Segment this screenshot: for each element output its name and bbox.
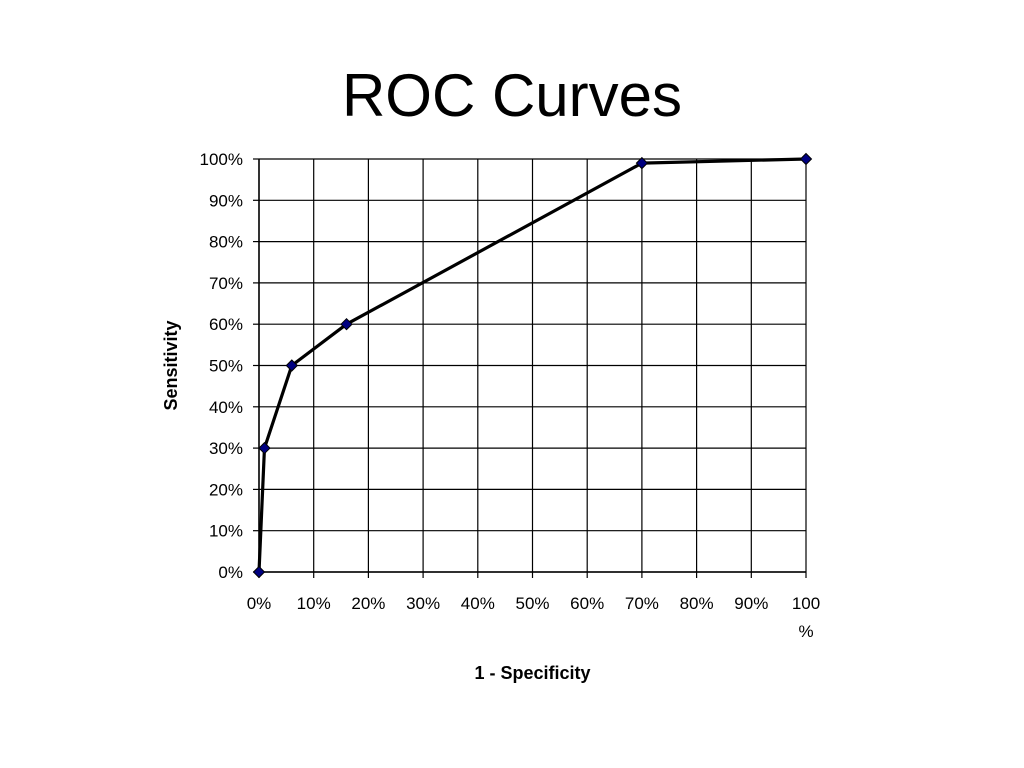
x-tick-label: 60% bbox=[570, 594, 604, 613]
x-tick-label: 0% bbox=[247, 594, 272, 613]
y-tick-label: 20% bbox=[209, 480, 243, 499]
tick-labels: 0% 10% 20% 30% 40% 50% 60% 70% 80% 90% 100% 0% 10% 20… bbox=[200, 150, 821, 641]
x-tick-label: 50% bbox=[515, 594, 549, 613]
x-tick-label: 80% bbox=[680, 594, 714, 613]
y-tick-label: 100% bbox=[200, 150, 243, 169]
y-tick-label: 0% bbox=[218, 563, 243, 582]
x-tick-label: 90% bbox=[734, 594, 768, 613]
y-tick-label: 40% bbox=[209, 398, 243, 417]
series bbox=[252, 152, 813, 579]
series-line bbox=[257, 157, 807, 573]
data-point bbox=[258, 441, 271, 455]
data-point bbox=[340, 317, 353, 331]
data-point bbox=[252, 565, 266, 579]
chart-title: ROC Curves bbox=[341, 62, 683, 129]
y-axis-title: Sensitivity bbox=[161, 320, 181, 410]
x-tick-label: 20% bbox=[351, 594, 385, 613]
data-point bbox=[285, 359, 299, 372]
y-tick-label: 70% bbox=[209, 274, 243, 293]
y-tick-label: 10% bbox=[209, 522, 243, 541]
y-tick-label: 30% bbox=[209, 439, 243, 458]
y-tick-label: 50% bbox=[209, 357, 243, 376]
y-tick-label: 60% bbox=[209, 315, 243, 334]
x-tick-label: 30% bbox=[406, 594, 440, 613]
y-tick-label: 90% bbox=[209, 191, 243, 210]
y-tick-label: 80% bbox=[209, 233, 243, 252]
x-tick-label: 70% bbox=[625, 594, 659, 613]
data-point bbox=[635, 156, 649, 170]
x-tick-label: 10% bbox=[297, 594, 331, 613]
x-axis-title: 1 - Specificity bbox=[474, 663, 590, 683]
x-tick-label: % bbox=[798, 622, 813, 641]
grid bbox=[258, 158, 807, 573]
x-tick-label: 100 bbox=[792, 594, 820, 613]
axes bbox=[253, 158, 807, 578]
x-tick-label: 40% bbox=[461, 594, 495, 613]
data-point bbox=[799, 152, 813, 166]
